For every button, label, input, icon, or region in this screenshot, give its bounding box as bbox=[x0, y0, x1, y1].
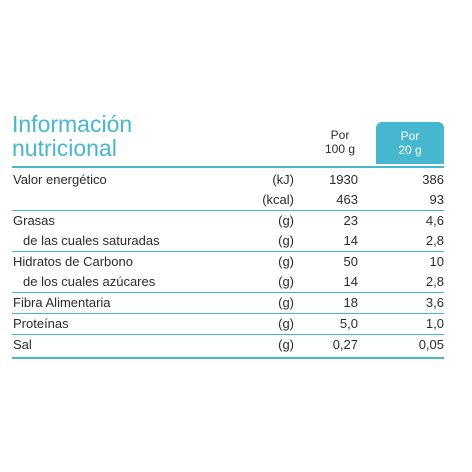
nutrient-label: de las cuales saturadas bbox=[23, 233, 160, 248]
header-divider bbox=[12, 166, 444, 168]
nutrient-unit: (g) bbox=[278, 213, 294, 228]
column-header-per-100g: Por 100 g bbox=[314, 128, 366, 156]
nutrition-rows: Valor energético (kJ) 1930 386 (kcal) 463 93 Gr… bbox=[12, 170, 444, 355]
value-per-100g: 0,27 bbox=[332, 337, 358, 352]
value-per-100g: 14 bbox=[343, 233, 358, 248]
table-bottom-divider bbox=[12, 357, 444, 359]
column-header-per-20g: Por 20 g bbox=[376, 122, 444, 164]
nutrient-unit: (g) bbox=[278, 274, 294, 289]
nutrition-row: Fibra Alimentaria (g) 18 3,6 bbox=[12, 292, 444, 313]
nutrient-label: Grasas bbox=[13, 213, 55, 228]
nutrient-label: Sal bbox=[13, 337, 32, 352]
nutrition-row: de las cuales saturadas (g) 14 2,8 bbox=[12, 231, 444, 251]
value-per-20g: 1,0 bbox=[425, 316, 444, 331]
nutrient-label: Proteínas bbox=[13, 316, 69, 331]
nutrient-label: Fibra Alimentaria bbox=[13, 295, 111, 310]
nutrient-unit: (kJ) bbox=[272, 172, 294, 187]
nutrition-row: de los cuales azúcares (g) 14 2,8 bbox=[12, 272, 444, 292]
title-line-2: nutricional bbox=[12, 135, 117, 161]
nutrition-row: (kcal) 463 93 bbox=[12, 190, 444, 210]
value-per-100g: 18 bbox=[343, 295, 358, 310]
value-per-100g: 23 bbox=[343, 213, 358, 228]
value-per-100g: 5,0 bbox=[339, 316, 358, 331]
value-per-20g: 4,6 bbox=[425, 213, 444, 228]
nutrient-unit: (kcal) bbox=[262, 192, 294, 207]
title-line-1: Información bbox=[12, 111, 133, 137]
column-header-per-20g-line-1: Por bbox=[400, 129, 420, 143]
value-per-20g: 2,8 bbox=[425, 274, 444, 289]
nutrient-unit: (g) bbox=[278, 316, 294, 331]
column-header-per-100g-line-1: Por bbox=[330, 128, 350, 142]
nutrition-row: Grasas (g) 23 4,6 bbox=[12, 210, 444, 231]
value-per-20g: 3,6 bbox=[425, 295, 444, 310]
nutrient-unit: (g) bbox=[278, 254, 294, 269]
value-per-20g: 93 bbox=[429, 192, 444, 207]
nutrition-panel: Información nutricional Por 100 g Por 20… bbox=[12, 112, 444, 359]
nutrition-row: Valor energético (kJ) 1930 386 bbox=[12, 170, 444, 190]
nutrient-unit: (g) bbox=[278, 295, 294, 310]
value-per-100g: 1930 bbox=[329, 172, 358, 187]
nutrient-unit: (g) bbox=[278, 337, 294, 352]
nutrient-label: de los cuales azúcares bbox=[23, 274, 156, 289]
value-per-100g: 50 bbox=[343, 254, 358, 269]
value-per-100g: 463 bbox=[336, 192, 358, 207]
nutrition-title: Información nutricional bbox=[12, 112, 232, 160]
nutrition-row: Sal (g) 0,27 0,05 bbox=[12, 334, 444, 355]
column-header-per-20g-line-2: 20 g bbox=[398, 143, 422, 157]
nutrition-row: Proteínas (g) 5,0 1,0 bbox=[12, 313, 444, 334]
nutrient-label: Valor energético bbox=[13, 172, 107, 187]
value-per-100g: 14 bbox=[343, 274, 358, 289]
value-per-20g: 0,05 bbox=[418, 337, 444, 352]
nutrition-row: Hidratos de Carbono (g) 50 10 bbox=[12, 251, 444, 272]
value-per-20g: 10 bbox=[429, 254, 444, 269]
nutrient-label: Hidratos de Carbono bbox=[13, 254, 133, 269]
value-per-20g: 386 bbox=[422, 172, 444, 187]
column-header-per-100g-line-2: 100 g bbox=[324, 142, 356, 156]
nutrient-unit: (g) bbox=[278, 233, 294, 248]
value-per-20g: 2,8 bbox=[425, 233, 444, 248]
